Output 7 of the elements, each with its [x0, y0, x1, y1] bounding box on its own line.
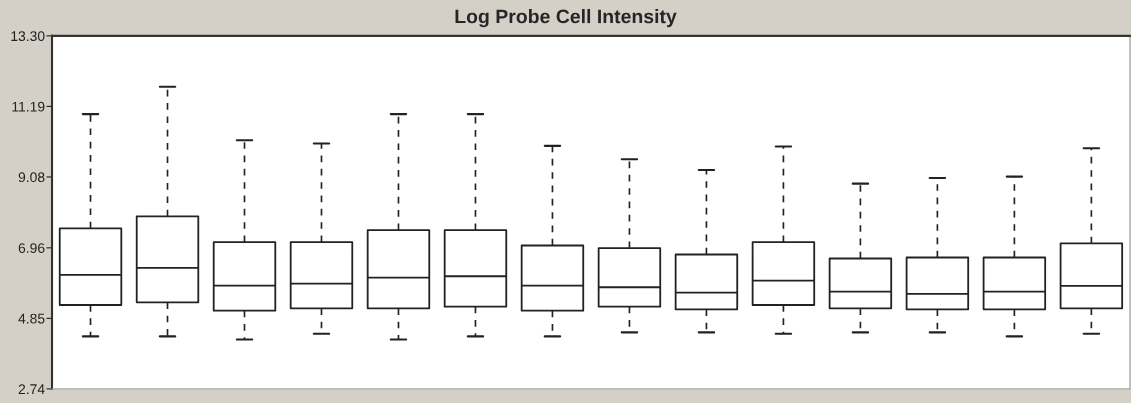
y-tick-label: 11.19	[12, 101, 45, 112]
y-tick-label: 9.08	[18, 172, 45, 183]
y-tick-label: 2.74	[18, 384, 45, 394]
y-tick-label: 6.96	[18, 243, 45, 253]
chart-title: Log Probe Cell Intensity	[455, 9, 677, 28]
y-tick-label: 4.85	[18, 313, 45, 324]
y-tick-label: 13.30	[11, 31, 45, 42]
